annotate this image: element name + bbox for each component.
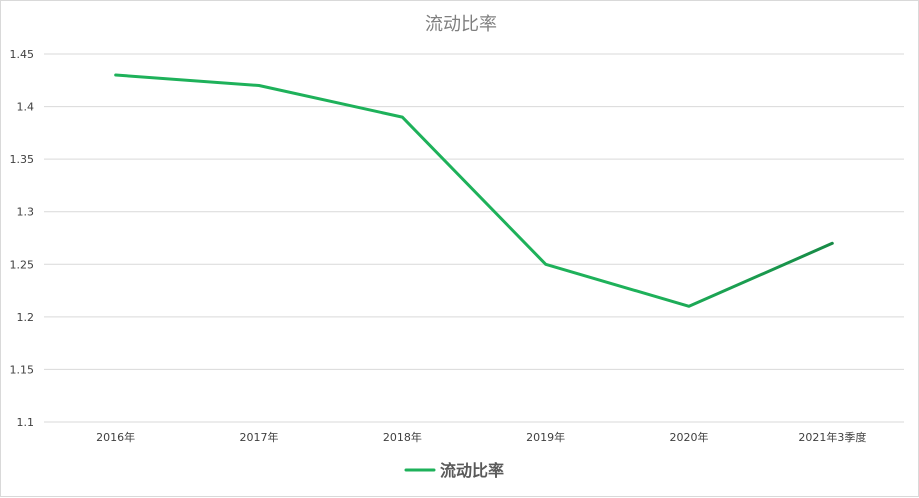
x-tick-label: 2020年 (670, 430, 709, 444)
y-tick-label: 1.35 (10, 153, 35, 166)
legend: 流动比率 (404, 461, 504, 480)
x-tick-label: 2018年 (383, 430, 422, 444)
y-axis-tick-labels: 1.1 1.15 1.2 1.25 1.3 1.35 1.4 1.45 (10, 48, 35, 429)
x-tick-label: 2019年 (526, 430, 565, 444)
y-tick-label: 1.45 (10, 48, 35, 61)
gridlines (44, 53, 904, 423)
x-tick-label: 2016年 (96, 430, 135, 444)
y-tick-label: 1.4 (17, 101, 35, 114)
y-tick-label: 1.1 (17, 416, 35, 429)
y-tick-label: 1.15 (10, 363, 35, 376)
y-tick-label: 1.2 (17, 311, 35, 324)
x-axis-tick-labels: 2016年 2017年 2018年 2019年 2020年 2021年3季度 (96, 430, 866, 444)
x-tick-label: 2017年 (240, 430, 279, 444)
series-line (114, 73, 834, 308)
legend-label: 流动比率 (440, 461, 504, 480)
chart-title: 流动比率 (425, 14, 497, 35)
series-lines (114, 73, 834, 308)
y-tick-label: 1.25 (10, 258, 35, 271)
x-tick-label: 2021年3季度 (798, 430, 866, 444)
y-tick-label: 1.3 (17, 206, 35, 219)
